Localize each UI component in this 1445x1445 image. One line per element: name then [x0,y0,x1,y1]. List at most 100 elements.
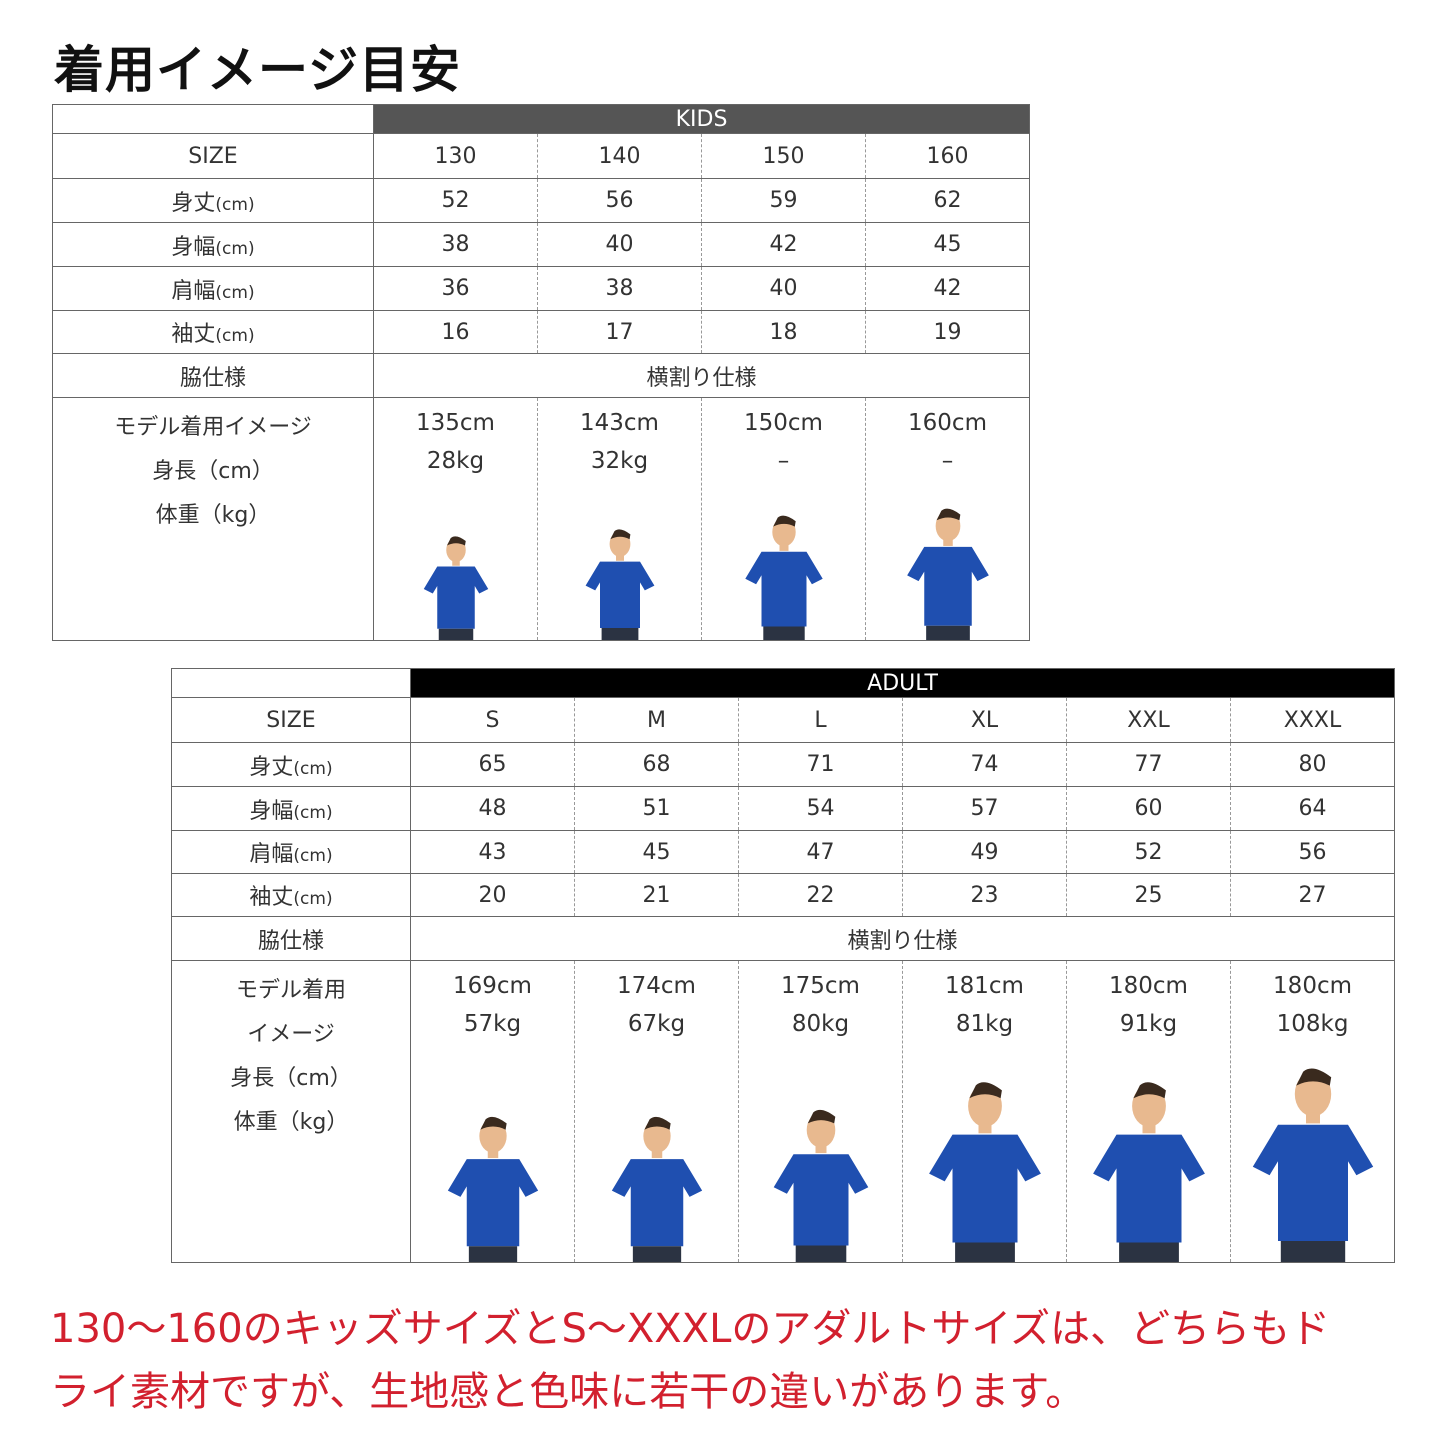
measure-value: 52 [1066,830,1231,874]
model-photo [611,1116,702,1262]
kids-size-table: KIDS SIZE 130 140 150 160 身丈(cm) 52 56 59 62 身幅(cm)… [52,104,1031,641]
measure-value: 80 [1229,742,1396,787]
model-photo [1252,1068,1373,1262]
measure-value: 22 [738,873,903,917]
size-header: XL [902,697,1067,743]
model-weight: 108kg [1276,1011,1349,1037]
model-height: 175cm [781,973,860,999]
measure-label: 袖丈(cm) [171,873,411,917]
model-cell: 174cm 67kg [574,960,739,1263]
model-weight: 91kg [1119,1011,1178,1037]
model-weight: 67kg [627,1011,686,1037]
size-header: M [574,697,739,743]
model-height: 135cm [416,410,495,436]
measure-value: 38 [373,222,538,267]
model-cell: 135cm 28kg [373,397,538,641]
model-weight: – [941,448,954,474]
model-weight: 57kg [463,1011,522,1037]
size-label: SIZE [52,133,374,179]
measure-value: 20 [410,873,575,917]
note-line: 130〜160のキッズサイズとS〜XXXLのアダルトサイズは、どちらもド [50,1306,1331,1352]
note-line: ライ素材ですが、生地感と色味に若干の違いがあります。 [50,1369,1086,1415]
model-height: 150cm [744,410,823,436]
model-height: 181cm [945,973,1024,999]
model-weight: 81kg [955,1011,1014,1037]
model-photo [744,515,823,640]
model-photo [906,508,989,640]
measure-value: 51 [574,786,739,831]
size-header: 130 [373,133,538,179]
group-header: KIDS [373,104,1031,134]
note-text: 130〜160のキッズサイズとS〜XXXLのアダルトサイズは、どちらもド ライ素… [50,1298,1430,1424]
model-height: 169cm [453,973,532,999]
model-weight: 32kg [590,448,649,474]
model-photo [928,1082,1041,1262]
measure-value: 56 [1229,830,1396,874]
side-spec-label: 脇仕様 [52,353,374,398]
measure-value: 25 [1066,873,1231,917]
measure-label: 身丈(cm) [52,178,374,223]
measure-value: 42 [701,222,866,267]
measure-value: 16 [373,310,538,354]
group-header: ADULT [410,668,1396,698]
measure-label: 肩幅(cm) [171,830,411,874]
measure-value: 68 [574,742,739,787]
model-height: 180cm [1273,973,1352,999]
measure-value: 27 [1229,873,1396,917]
model-cell: 143cm 32kg [537,397,702,641]
measure-value: 23 [902,873,1067,917]
measure-value: 19 [864,310,1031,354]
model-weight: – [777,448,790,474]
size-header: 150 [701,133,866,179]
measure-value: 54 [738,786,903,831]
model-photo [423,536,488,640]
model-photo [447,1116,538,1262]
measure-label: 袖丈(cm) [52,310,374,354]
size-header: S [410,697,575,743]
measure-value: 56 [537,178,702,223]
measure-value: 42 [864,266,1031,311]
model-cell: 150cm – [701,397,866,641]
measure-value: 40 [537,222,702,267]
measure-value: 62 [864,178,1031,223]
model-cell: 169cm 57kg [410,960,575,1263]
model-cell: 181cm 81kg [902,960,1067,1263]
model-label: モデル着用イメージ身長（cm）体重（kg） [230,978,352,1135]
model-height: 160cm [908,410,987,436]
model-height: 143cm [580,410,659,436]
side-spec-value: 横割り仕様 [373,353,1031,398]
measure-label: 肩幅(cm) [52,266,374,311]
measure-value: 60 [1066,786,1231,831]
measure-value: 43 [410,830,575,874]
measure-value: 77 [1066,742,1231,787]
measure-value: 52 [373,178,538,223]
measure-value: 74 [902,742,1067,787]
measure-value: 40 [701,266,866,311]
measure-value: 71 [738,742,903,787]
model-photo [585,529,654,640]
measure-value: 18 [701,310,866,354]
model-weight: 28kg [426,448,485,474]
size-header: 140 [537,133,702,179]
model-photo [773,1109,868,1262]
page-title: 着用イメージ目安 [54,41,461,99]
size-header: L [738,697,903,743]
header-blank [171,668,411,698]
measure-label: 身幅(cm) [52,222,374,267]
measure-value: 65 [410,742,575,787]
model-cell: 180cm 108kg [1229,960,1396,1263]
measure-value: 47 [738,830,903,874]
measure-value: 21 [574,873,739,917]
side-spec-label: 脇仕様 [171,916,411,961]
header-blank [52,104,374,134]
measure-value: 45 [574,830,739,874]
model-photo [1092,1082,1205,1262]
model-weight: 80kg [791,1011,850,1037]
measure-value: 36 [373,266,538,311]
side-spec-value: 横割り仕様 [410,916,1396,961]
measure-value: 64 [1229,786,1396,831]
measure-value: 57 [902,786,1067,831]
model-cell: 175cm 80kg [738,960,903,1263]
model-height: 180cm [1109,973,1188,999]
measure-value: 59 [701,178,866,223]
